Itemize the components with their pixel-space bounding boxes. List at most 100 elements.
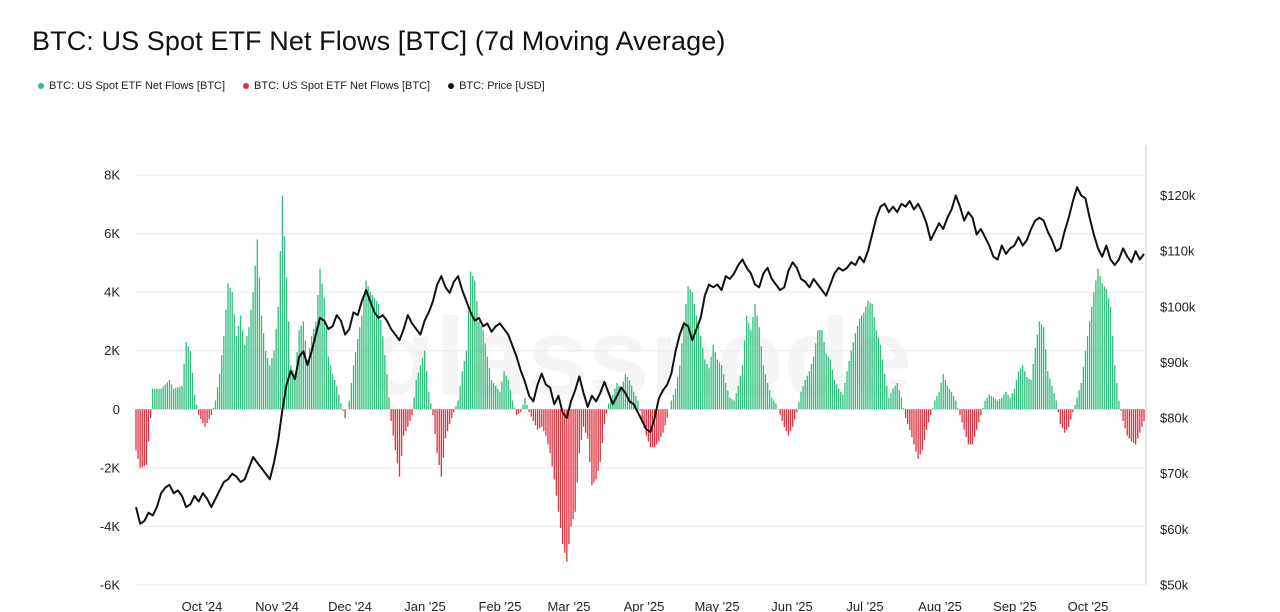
flow-bar-positive	[214, 400, 217, 410]
flow-bar-negative	[645, 409, 647, 436]
flow-bar-positive	[932, 407, 934, 410]
legend-item-positive-flows[interactable]: BTC: US Spot ETF Net Flows [BTC]	[38, 80, 225, 92]
flow-bar-negative	[551, 409, 553, 467]
flow-bar-negative	[580, 409, 583, 441]
x-tick-label: Oct '24	[182, 599, 223, 612]
flow-bar-positive	[306, 359, 309, 410]
legend-item-negative-flows[interactable]: BTC: US Spot ETF Net Flows [BTC]	[243, 80, 430, 92]
flow-bar-positive	[712, 344, 714, 410]
flow-bar-positive	[986, 397, 988, 410]
flow-bar-positive	[348, 400, 350, 410]
flow-bar-positive	[459, 385, 461, 410]
flow-bar-positive	[727, 390, 729, 410]
flow-bar-positive	[737, 385, 739, 410]
chart-legend: BTC: US Spot ETF Net Flows [BTC] BTC: US…	[38, 80, 545, 92]
flow-bar-positive	[1105, 289, 1108, 410]
flow-bar-negative	[545, 409, 547, 436]
y-right-tick-label: $60k	[1160, 522, 1189, 537]
flow-bar-positive	[898, 390, 900, 410]
flow-bar-positive	[633, 391, 635, 410]
flow-bar-positive	[825, 353, 827, 410]
flow-bar-negative	[796, 409, 798, 413]
flow-bar-negative	[344, 409, 346, 419]
flow-bar-positive	[1017, 371, 1020, 410]
x-tick-label: Dec '24	[328, 599, 372, 612]
flow-bar-negative	[141, 409, 143, 467]
flow-bar-positive	[285, 277, 288, 410]
flow-bar-negative	[923, 409, 926, 441]
flow-bar-negative	[783, 409, 785, 427]
flow-bar-positive	[838, 388, 840, 410]
flow-bar-negative	[647, 409, 650, 442]
flow-bar-positive	[388, 397, 390, 410]
flow-bar-negative	[1137, 409, 1139, 439]
flow-bar-positive	[227, 283, 229, 410]
y-left-tick-label: -4K	[100, 519, 121, 534]
flow-bar-negative	[980, 409, 982, 416]
flow-bar-positive	[361, 315, 363, 410]
flow-bar-negative	[961, 409, 963, 423]
flow-bar-negative	[392, 409, 394, 436]
flow-bar-positive	[846, 371, 848, 410]
flow-bar-positive	[258, 277, 261, 410]
flow-bar-positive	[170, 384, 173, 410]
flow-bar-positive	[886, 385, 888, 410]
flow-bar-positive	[461, 371, 463, 410]
flow-bar-positive	[294, 374, 296, 410]
flow-bar-negative	[147, 409, 150, 442]
flow-bar-positive	[812, 356, 815, 410]
flow-bar-positive	[317, 295, 319, 410]
flow-bar-positive	[1034, 347, 1036, 410]
flow-bar-positive	[168, 380, 171, 410]
flow-bar-positive	[189, 350, 192, 410]
flow-bar-positive	[827, 356, 829, 410]
flow-bar-negative	[1059, 409, 1061, 424]
flow-bar-positive	[252, 292, 254, 410]
flow-bar-positive	[321, 283, 323, 410]
flow-bar-negative	[411, 409, 413, 416]
flow-bar-positive	[953, 396, 955, 410]
flow-bar-positive	[773, 400, 775, 410]
flow-bar-positive	[430, 403, 432, 410]
legend-label-negative-flows: BTC: US Spot ETF Net Flows [BTC]	[254, 80, 431, 92]
flow-bar-negative	[643, 409, 645, 429]
flow-bar-positive	[879, 344, 882, 410]
flow-bar-positive	[244, 344, 246, 410]
flow-bar-positive	[994, 399, 997, 410]
flow-bar-negative	[198, 409, 200, 416]
flow-bar-positive	[172, 388, 175, 410]
flow-bar-negative	[532, 409, 534, 421]
x-tick-label: Oct '25	[1068, 599, 1109, 612]
flow-bar-negative	[561, 409, 564, 544]
flow-bar-positive	[384, 355, 386, 410]
flow-bar-positive	[798, 401, 800, 410]
flow-bar-positive	[748, 322, 750, 410]
flow-bar-negative	[582, 409, 585, 427]
y-right-tick-label: $120k	[1160, 188, 1196, 203]
y-right-tick-label: $80k	[1160, 411, 1189, 426]
flow-bar-negative	[438, 409, 440, 465]
flow-bar-positive	[221, 355, 223, 410]
flow-bar-negative	[587, 409, 589, 439]
flow-bar-positive	[467, 311, 470, 410]
flow-bar-positive	[817, 330, 819, 410]
flow-bar-positive	[944, 380, 946, 410]
legend-item-price[interactable]: BTC: Price [USD]	[448, 80, 545, 92]
flow-bar-positive	[1011, 393, 1013, 410]
flow-bar-negative	[568, 409, 570, 544]
flow-bar-positive	[635, 396, 637, 410]
x-tick-label: Nov '24	[255, 599, 299, 612]
flow-bar-positive	[1022, 365, 1024, 410]
flow-bar-positive	[762, 365, 765, 410]
flow-bar-positive	[1007, 394, 1009, 410]
flow-bar-positive	[304, 340, 307, 410]
flow-bar-positive	[996, 400, 999, 410]
flow-bar-positive	[702, 347, 704, 410]
flow-bar-positive	[1038, 321, 1041, 410]
flow-bar-positive	[1099, 276, 1101, 410]
flow-bar-positive	[179, 386, 181, 410]
flow-bar-positive	[426, 371, 428, 410]
flow-bar-positive	[354, 352, 357, 410]
flow-bar-positive	[239, 315, 242, 410]
